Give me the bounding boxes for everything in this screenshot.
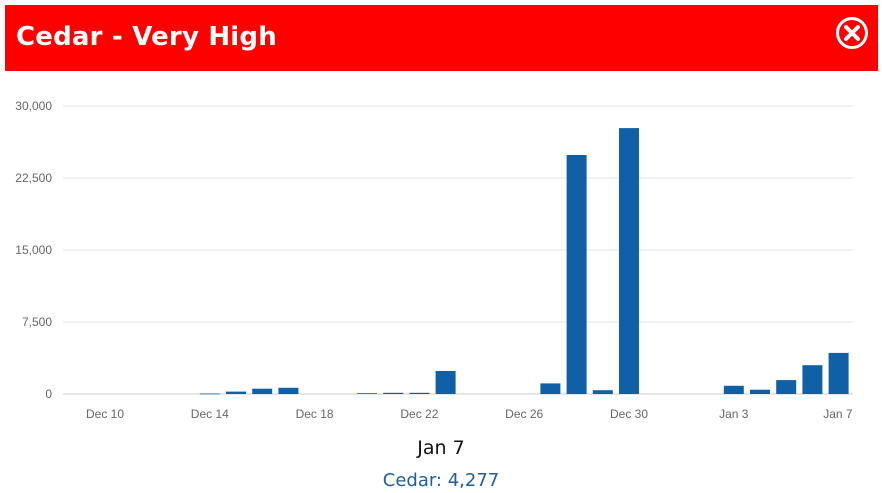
x-tick-label: Dec 26 xyxy=(505,407,543,421)
alert-header: Cedar - Very High xyxy=(5,5,878,71)
bar-dec-17[interactable] xyxy=(278,387,299,394)
bar-jan-5[interactable] xyxy=(776,380,797,394)
x-tick-label: Jan 3 xyxy=(719,407,749,421)
x-tick-label: Dec 30 xyxy=(610,407,648,421)
bar-dec-30[interactable] xyxy=(619,128,639,394)
close-button[interactable] xyxy=(835,16,869,50)
bar-dec-16[interactable] xyxy=(252,388,273,394)
bar-dec-23[interactable] xyxy=(435,371,456,394)
y-tick-label: 0 xyxy=(45,387,52,401)
x-tick-label: Dec 10 xyxy=(86,407,124,421)
y-tick-label: 15,000 xyxy=(15,243,52,257)
grid-lines xyxy=(63,105,853,395)
bar-dec-29[interactable] xyxy=(592,390,613,394)
x-tick-label: Jan 7 xyxy=(823,407,853,421)
bar-jan-3[interactable] xyxy=(723,385,744,394)
y-tick-label: 22,500 xyxy=(15,171,52,185)
bar-jan-7[interactable] xyxy=(828,352,849,394)
bar-dec-21[interactable] xyxy=(383,392,404,394)
y-tick-label: 7,500 xyxy=(22,315,52,329)
bar-dec-15[interactable] xyxy=(226,391,246,394)
x-tick-label: Dec 14 xyxy=(191,407,229,421)
y-axis-ticks: 0 7,500 15,000 22,500 30,000 xyxy=(15,99,52,401)
close-circle-icon xyxy=(836,17,868,49)
y-tick-label: 30,000 xyxy=(15,99,52,113)
bar-dec-14[interactable] xyxy=(199,393,220,395)
bar-dec-28[interactable] xyxy=(566,155,587,394)
bars xyxy=(199,128,849,395)
x-tick-label: Dec 22 xyxy=(400,407,438,421)
bar-jan-6[interactable] xyxy=(802,365,823,394)
selected-value: Cedar: 4,277 xyxy=(382,470,500,491)
x-axis-ticks: Dec 10 Dec 14 Dec 18 Dec 22 Dec 26 Dec 30 Jan … xyxy=(86,407,853,421)
bar-dec-20[interactable] xyxy=(357,393,377,394)
selected-date: Jan 7 xyxy=(417,437,465,459)
x-tick-label: Dec 18 xyxy=(296,407,334,421)
bar-jan-4[interactable] xyxy=(750,389,770,394)
header-title: Cedar - Very High xyxy=(16,22,277,52)
bar-dec-27[interactable] xyxy=(540,383,561,394)
bar-dec-22[interactable] xyxy=(409,392,430,394)
